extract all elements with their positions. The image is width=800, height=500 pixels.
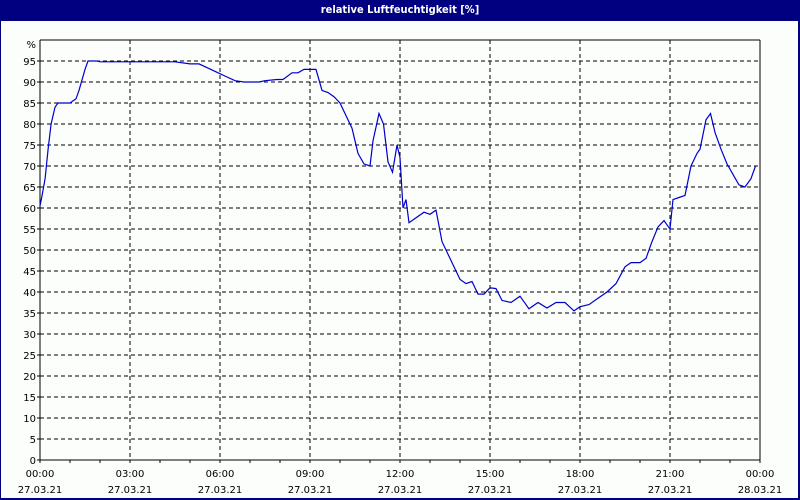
x-tick-date: 27.03.21	[378, 485, 423, 496]
y-tick-label: 10	[23, 414, 36, 425]
x-tick-time: 09:00	[296, 469, 325, 480]
y-tick-label: 30	[23, 330, 36, 341]
x-tick-time: 15:00	[476, 469, 505, 480]
x-tick-date: 27.03.21	[108, 485, 153, 496]
y-tick-label: 95	[23, 57, 36, 68]
x-axis-labels: 00:00 27.03.21 03:00 27.03.21 06:00 27.03.21 0…	[18, 469, 783, 496]
x-tick-date: 27.03.21	[648, 485, 693, 496]
y-tick-label: 25	[23, 351, 36, 362]
x-tick-time: 00:00	[746, 469, 775, 480]
chart-title: relative Luftfeuchtigkeit [%]	[0, 0, 800, 20]
y-tick-label: 60	[23, 204, 36, 215]
x-tick-date: 27.03.21	[558, 485, 603, 496]
x-tick-date: 27.03.21	[468, 485, 513, 496]
y-tick-label: %	[26, 40, 36, 51]
y-tick-label: 65	[23, 183, 36, 194]
y-tick-label: 5	[30, 435, 36, 446]
y-tick-label: 45	[23, 267, 36, 278]
y-tick-label: 0	[30, 456, 36, 467]
x-tick-time: 12:00	[386, 469, 415, 480]
x-tick-time: 00:00	[26, 469, 55, 480]
y-tick-label: 80	[23, 120, 36, 131]
y-tick-label: 40	[23, 288, 36, 299]
y-tick-label: 75	[23, 141, 36, 152]
humidity-line	[39, 60, 757, 312]
y-tick-label: 70	[23, 162, 36, 173]
y-tick-label: 85	[23, 99, 36, 110]
y-tick-label: 50	[23, 246, 36, 257]
x-tick-date: 28.03.21	[738, 485, 783, 496]
x-tick-date: 27.03.21	[18, 485, 63, 496]
y-tick-label: 35	[23, 309, 36, 320]
grid-lines	[40, 40, 760, 460]
y-tick-label: 20	[23, 372, 36, 383]
x-tick-time: 18:00	[566, 469, 595, 480]
y-tick-label: 55	[23, 225, 36, 236]
axes	[37, 39, 761, 463]
x-tick-date: 27.03.21	[198, 485, 243, 496]
y-tick-label: 90	[23, 78, 36, 89]
x-tick-time: 21:00	[656, 469, 685, 480]
x-tick-time: 03:00	[116, 469, 145, 480]
y-axis-labels: 0 5 10 15 20 25 30 35 40 45 50 55 60 65 70 75 80 85 90 95%	[23, 40, 36, 467]
x-tick-date: 27.03.21	[288, 485, 333, 496]
y-tick-label: 15	[23, 393, 36, 404]
x-tick-time: 06:00	[206, 469, 235, 480]
